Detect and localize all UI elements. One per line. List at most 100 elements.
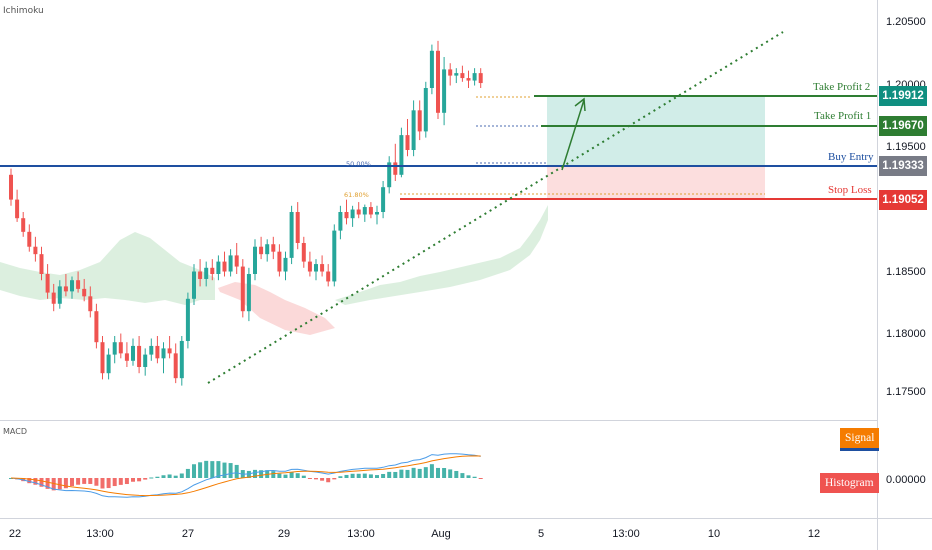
candle-body xyxy=(454,73,459,76)
date-tick: 29 xyxy=(277,528,291,540)
histogram-bar xyxy=(460,473,465,478)
histogram-bar xyxy=(362,473,367,478)
candle-body xyxy=(179,340,184,379)
take-profit-2-price: 1.19912 xyxy=(879,86,927,106)
date-tick: 12 xyxy=(807,528,821,540)
histogram-bar xyxy=(155,476,160,478)
candle-body xyxy=(100,342,105,374)
candle-body xyxy=(118,342,123,354)
histogram-bar xyxy=(222,462,227,478)
histogram-bar xyxy=(277,473,282,478)
signal-line xyxy=(10,455,481,497)
candle-body xyxy=(448,69,453,76)
histogram-bar xyxy=(51,478,56,491)
histogram-bar xyxy=(124,478,129,485)
candle-body xyxy=(192,271,196,299)
macd-line xyxy=(10,453,481,498)
candle-body xyxy=(307,261,312,272)
date-tick: 13:00 xyxy=(86,528,114,540)
candle-body xyxy=(314,264,318,272)
histogram-bar xyxy=(33,478,38,485)
histogram-bar xyxy=(381,473,386,478)
histogram-bar xyxy=(387,471,392,478)
price-tick: 1.18500 xyxy=(886,266,926,278)
candle-body xyxy=(253,246,257,274)
candle-body xyxy=(368,207,373,215)
price-tick: 1.20500 xyxy=(886,16,926,28)
candle-body xyxy=(350,209,355,219)
histogram-bar xyxy=(283,474,288,478)
histogram-bar xyxy=(442,468,447,478)
histogram-bar xyxy=(94,478,99,486)
candle-body xyxy=(76,280,81,289)
macd-histogram xyxy=(9,460,483,491)
buy-entry-price: 1.19333 xyxy=(879,156,927,176)
histogram-bar xyxy=(259,470,264,478)
candlestick-series xyxy=(9,40,483,386)
histogram-bar xyxy=(118,478,123,485)
histogram-bar xyxy=(289,472,294,478)
histogram-bar xyxy=(295,473,300,478)
candle-body xyxy=(295,212,300,243)
candle-body xyxy=(222,261,227,272)
histogram-bar xyxy=(161,475,166,478)
histogram-bar xyxy=(216,461,221,478)
candle-body xyxy=(344,212,349,219)
candle-body xyxy=(417,110,422,132)
candle-body xyxy=(381,187,386,212)
candle-body xyxy=(143,354,148,367)
indicator-title: Ichimoku xyxy=(3,6,44,16)
trend-line[interactable] xyxy=(207,31,784,384)
take-profit-1-label: Take Profit 1 xyxy=(814,110,872,122)
candle-body xyxy=(155,345,160,359)
candle-body xyxy=(399,135,404,175)
histogram-bar xyxy=(375,475,379,478)
candle-body xyxy=(423,88,428,132)
histogram-bar xyxy=(234,464,239,478)
candle-body xyxy=(338,212,343,231)
candle-body xyxy=(301,243,306,262)
candle-body xyxy=(259,246,264,255)
take-profit-zone[interactable] xyxy=(547,97,765,165)
candle-body xyxy=(289,212,294,258)
ichimoku-cloud-green-2 xyxy=(335,205,548,305)
projection-arrow[interactable] xyxy=(561,99,585,171)
candle-body xyxy=(15,199,20,219)
candle-body xyxy=(149,345,154,355)
date-tick: 10 xyxy=(707,528,721,540)
candle-body xyxy=(39,254,44,274)
candle-body xyxy=(411,110,416,150)
histogram-bar xyxy=(70,478,74,487)
histogram-bar xyxy=(466,475,471,478)
macd-zero-tick: 0.00000 xyxy=(886,474,926,486)
candle-body xyxy=(210,267,215,274)
histogram-bar xyxy=(167,474,172,478)
candle-body xyxy=(82,288,87,297)
candle-body xyxy=(173,353,178,379)
histogram-legend: Histogram xyxy=(820,473,879,493)
date-tick: 5 xyxy=(537,528,545,540)
candle-body xyxy=(21,218,26,232)
candle-body xyxy=(265,244,270,255)
candle-body xyxy=(167,348,172,354)
date-tick: 13:00 xyxy=(612,528,640,540)
histogram-bar xyxy=(338,476,343,478)
candle-body xyxy=(137,345,142,367)
histogram-bar xyxy=(344,474,349,478)
candle-body xyxy=(124,353,129,361)
stop-loss-zone[interactable] xyxy=(547,165,765,198)
candle-body xyxy=(161,348,166,359)
histogram-bar xyxy=(63,478,68,489)
histogram-bar xyxy=(307,478,312,479)
histogram-bar xyxy=(198,462,203,478)
candle-body xyxy=(216,261,221,274)
histogram-bar xyxy=(179,473,184,478)
candle-body xyxy=(112,342,117,355)
candle-body xyxy=(246,274,251,312)
candle-body xyxy=(277,251,282,272)
candle-body xyxy=(63,286,68,292)
histogram-bar xyxy=(185,468,190,478)
take-profit-2-label: Take Profit 2 xyxy=(813,81,871,93)
histogram-bar xyxy=(253,469,257,478)
